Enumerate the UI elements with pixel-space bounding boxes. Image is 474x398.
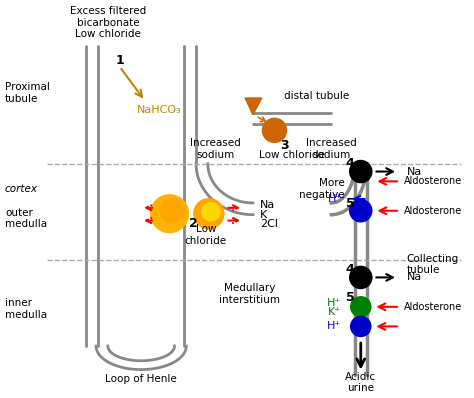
Text: Loop of Henle: Loop of Henle [105,375,177,384]
Circle shape [349,265,373,289]
Text: Aldosterone: Aldosterone [404,176,462,186]
Circle shape [349,160,373,183]
Text: More
negative: More negative [300,178,345,200]
Circle shape [201,202,220,222]
Circle shape [350,296,372,318]
Circle shape [350,316,372,337]
Text: Increased
sodium: Increased sodium [190,138,241,160]
Text: Proximal
tubule: Proximal tubule [5,82,50,104]
Text: Na: Na [260,200,275,210]
Text: Na: Na [407,166,422,177]
Text: 1: 1 [115,54,124,67]
Text: Na: Na [407,272,422,283]
Text: cortex: cortex [5,184,38,194]
Circle shape [150,194,189,233]
Text: 5: 5 [346,197,355,211]
Text: Increased
sodium: Increased sodium [306,138,357,160]
Text: inner
medulla: inner medulla [5,298,47,320]
Circle shape [262,118,287,143]
Text: Aldosterone: Aldosterone [404,206,462,216]
Text: Low chloride: Low chloride [259,150,325,160]
Circle shape [160,198,185,224]
Text: Collecting
tubule: Collecting tubule [407,254,459,275]
Text: Acidic
urine: Acidic urine [345,371,376,393]
Text: NaHCO₃: NaHCO₃ [137,105,181,115]
Text: 5: 5 [346,291,355,304]
Text: 3: 3 [280,139,289,152]
Text: K: K [260,210,267,220]
Circle shape [193,198,225,229]
Text: H⁺: H⁺ [328,194,342,204]
Text: Low
chloride: Low chloride [185,224,227,246]
Text: K⁺: K⁺ [328,307,341,317]
Text: Excess filtered
bicarbonate
Low chloride: Excess filtered bicarbonate Low chloride [70,6,146,39]
Text: H⁺: H⁺ [327,322,341,332]
Text: H⁺: H⁺ [327,298,341,308]
Text: Aldosterone: Aldosterone [404,302,462,312]
Text: Medullary
interstitium: Medullary interstitium [219,283,281,305]
Text: 4: 4 [346,263,355,276]
Text: outer
medulla: outer medulla [5,208,47,229]
Text: 2Cl: 2Cl [260,219,278,230]
Text: 2: 2 [189,217,198,230]
Text: distal tubule: distal tubule [284,91,349,101]
Circle shape [349,199,373,222]
Text: 4: 4 [346,157,355,170]
Polygon shape [245,98,262,115]
